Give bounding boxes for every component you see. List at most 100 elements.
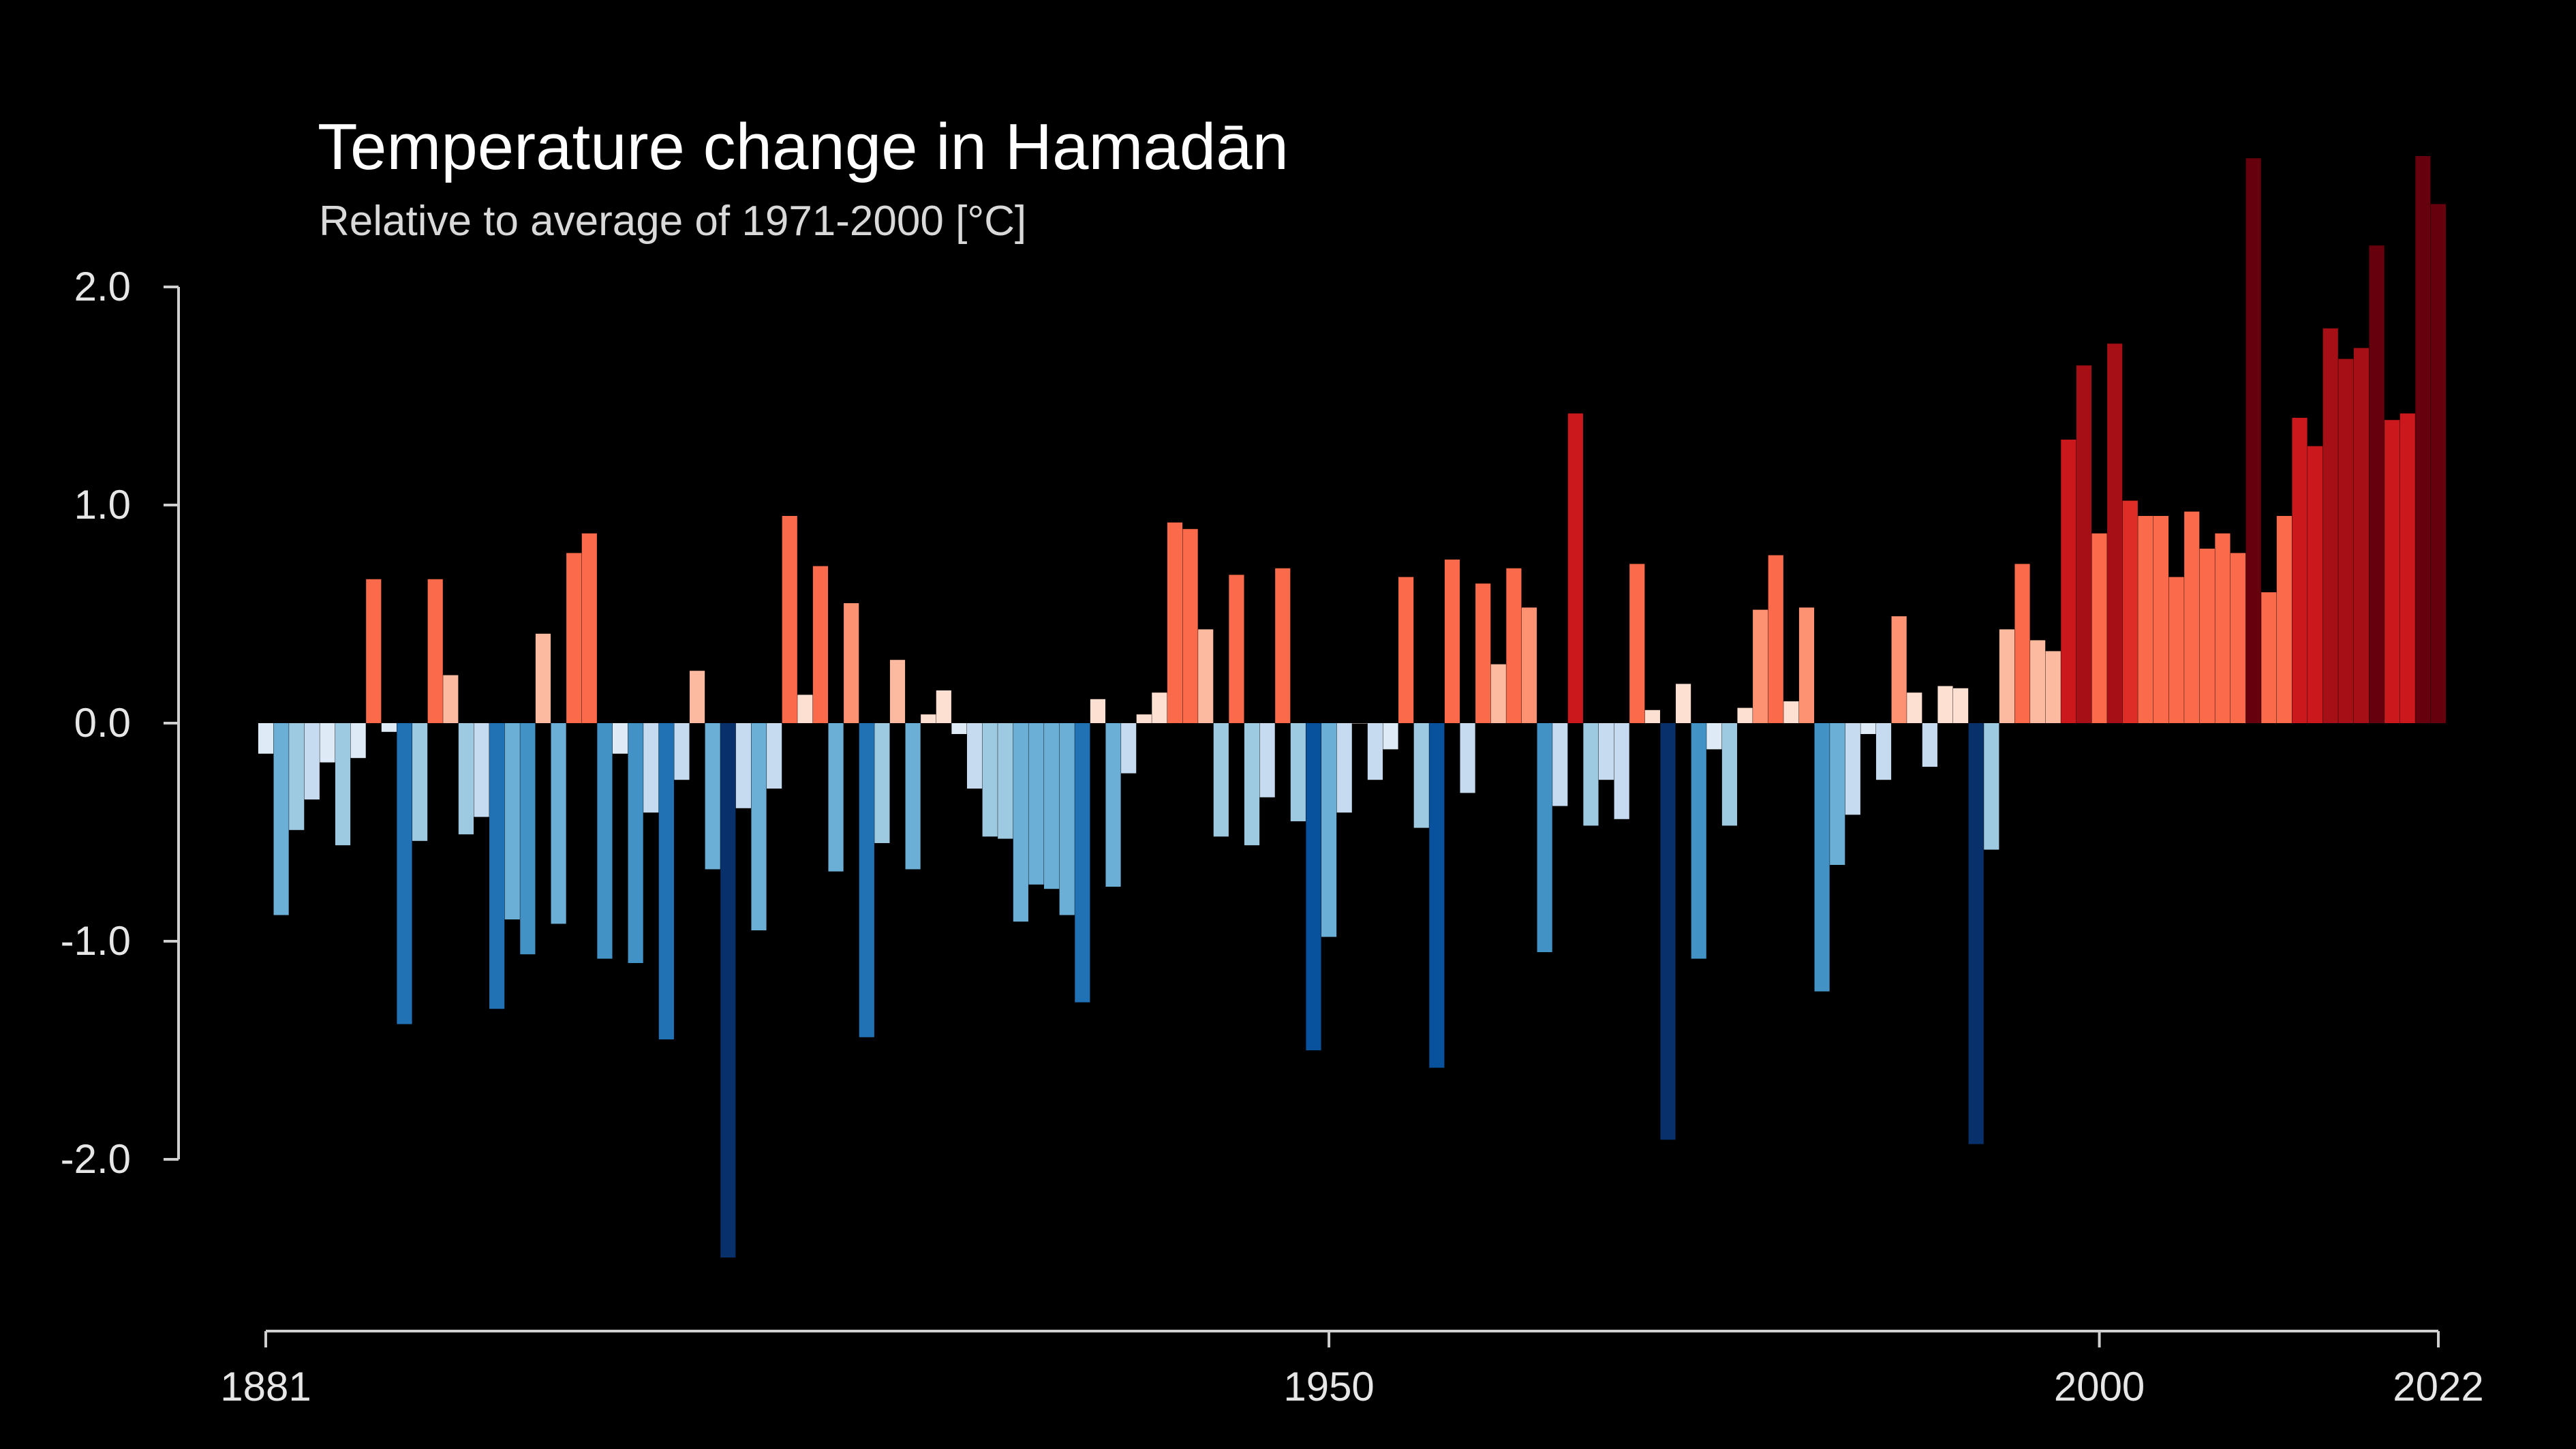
bar-1978 <box>1753 609 1768 723</box>
bar-1959 <box>1460 723 1475 793</box>
bar-1920 <box>859 723 874 1037</box>
bar-1925 <box>936 690 951 723</box>
y-tick-label: -1.0 <box>61 918 131 964</box>
bar-1977 <box>1737 707 1753 723</box>
bar-1987 <box>1891 616 1907 723</box>
bar-1902 <box>581 533 597 723</box>
bar-2015 <box>2322 328 2338 723</box>
bar-1947 <box>1275 568 1291 723</box>
bar-1883 <box>289 723 305 830</box>
bar-1935 <box>1090 699 1106 723</box>
bar-1913 <box>751 723 767 930</box>
bar-1909 <box>690 671 705 723</box>
bar-1949 <box>1306 723 1321 1050</box>
bar-1951 <box>1336 723 1352 813</box>
chart-subtitle: Relative to average of 1971-2000 [°C] <box>319 198 1026 245</box>
bar-2002 <box>2122 500 2138 723</box>
x-tick-label: 2022 <box>2393 1364 2483 1409</box>
bar-1973 <box>1676 684 1691 723</box>
bar-1929 <box>998 723 1013 839</box>
bar-1885 <box>320 723 335 763</box>
bar-2013 <box>2292 418 2307 723</box>
chart-title: Temperature change in Hamadān <box>318 110 1289 183</box>
y-tick-label: 0.0 <box>74 700 131 746</box>
bar-1992 <box>1968 723 1984 1144</box>
y-tick-label: -2.0 <box>61 1136 131 1182</box>
bar-1990 <box>1937 686 1953 723</box>
bar-1934 <box>1075 723 1090 1003</box>
y-tick-label: 1.0 <box>74 482 131 528</box>
bar-1894 <box>458 723 474 835</box>
bar-1908 <box>674 723 690 780</box>
bar-1904 <box>612 723 628 754</box>
bar-1961 <box>1490 664 1506 723</box>
bar-2004 <box>2153 516 2169 723</box>
bar-1966 <box>1567 413 1583 723</box>
bar-1926 <box>951 723 967 734</box>
bar-1912 <box>735 723 751 808</box>
bar-2011 <box>2261 592 2277 723</box>
bar-2019 <box>2385 420 2400 723</box>
bar-2020 <box>2399 413 2415 723</box>
bar-1999 <box>2076 365 2092 723</box>
bar-1971 <box>1644 710 1660 723</box>
bar-1917 <box>812 566 829 723</box>
bar-1896 <box>489 723 505 1009</box>
bar-1954 <box>1383 723 1398 750</box>
bar-1958 <box>1444 560 1460 723</box>
bar-1940 <box>1167 522 1183 723</box>
x-tick-label: 1950 <box>1283 1364 1374 1409</box>
bar-1884 <box>304 723 320 799</box>
bar-1988 <box>1907 692 1922 723</box>
bar-1921 <box>874 723 890 843</box>
bar-1916 <box>797 695 813 723</box>
bar-1965 <box>1552 723 1568 806</box>
bar-1962 <box>1506 568 1522 723</box>
bar-1907 <box>658 723 674 1039</box>
bar-1901 <box>566 553 582 723</box>
bar-1941 <box>1182 529 1198 723</box>
x-tick-label: 1881 <box>220 1364 311 1409</box>
bar-1946 <box>1259 723 1275 797</box>
bar-1950 <box>1321 723 1337 937</box>
bar-1976 <box>1721 723 1738 826</box>
bar-1900 <box>551 723 566 924</box>
bar-1967 <box>1583 723 1599 826</box>
bar-1927 <box>966 723 983 789</box>
bar-1888 <box>366 579 382 723</box>
bar-1924 <box>921 714 936 723</box>
bar-2008 <box>2215 533 2230 723</box>
bar-1899 <box>535 633 551 723</box>
bar-1938 <box>1136 714 1152 723</box>
bar-1991 <box>1953 688 1969 723</box>
bar-2001 <box>2107 344 2123 723</box>
bar-1995 <box>2014 564 2030 723</box>
bar-1952 <box>1352 723 1368 724</box>
bar-2009 <box>2230 553 2246 723</box>
bar-2017 <box>2353 348 2370 724</box>
bar-1975 <box>1706 723 1722 750</box>
bar-1945 <box>1244 723 1260 846</box>
bar-2021 <box>2415 156 2431 723</box>
bar-1955 <box>1398 577 1414 723</box>
bar-1948 <box>1290 723 1306 821</box>
bar-1943 <box>1213 723 1229 837</box>
bar-1882 <box>273 723 289 915</box>
bar-1986 <box>1875 723 1892 780</box>
bar-1915 <box>782 516 797 723</box>
bar-2022 <box>2430 204 2447 723</box>
bar-2014 <box>2307 446 2323 723</box>
bar-2003 <box>2138 516 2153 723</box>
bar-1891 <box>412 723 428 841</box>
bar-1914 <box>767 723 782 789</box>
bar-1895 <box>474 723 489 817</box>
bar-1903 <box>597 723 613 959</box>
bar-1956 <box>1413 723 1429 828</box>
bar-1970 <box>1629 564 1645 723</box>
bar-1969 <box>1614 723 1629 819</box>
bar-2018 <box>2369 245 2385 723</box>
bar-1981 <box>1798 607 1815 723</box>
bar-1910 <box>705 723 720 870</box>
bar-1937 <box>1121 723 1137 774</box>
bar-1953 <box>1367 723 1383 780</box>
